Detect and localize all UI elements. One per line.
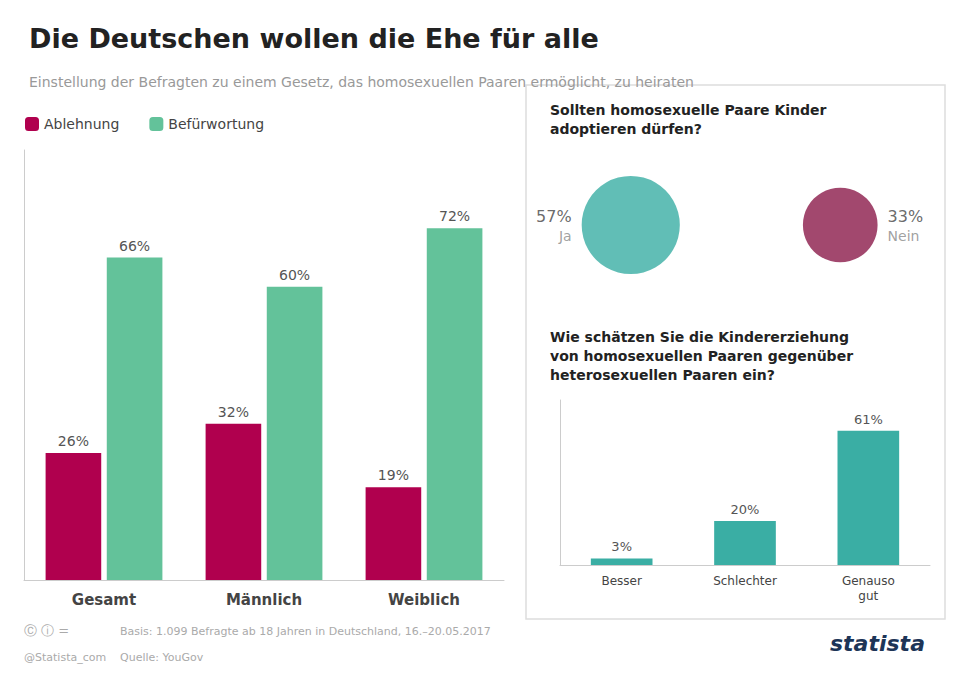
svg-text:72%: 72% [439, 208, 470, 224]
svg-text:61%: 61% [854, 412, 883, 427]
svg-text:66%: 66% [119, 238, 150, 254]
svg-text:Wie schätzen Sie die Kindererz: Wie schätzen Sie die Kindererziehung [550, 329, 849, 345]
svg-text:Weiblich: Weiblich [388, 591, 460, 609]
svg-text:32%: 32% [218, 404, 249, 420]
svg-text:Gesamt: Gesamt [72, 591, 136, 609]
svg-text:Besser: Besser [601, 574, 642, 588]
svg-text:33%: 33% [888, 207, 924, 226]
svg-text:Quelle: YouGov: Quelle: YouGov [120, 651, 204, 664]
svg-text:Befürwortung: Befürwortung [168, 116, 264, 132]
svg-text:19%: 19% [378, 467, 409, 483]
svg-text:Nein: Nein [888, 228, 920, 244]
svg-text:26%: 26% [58, 433, 89, 449]
svg-text:Die Deutschen wollen die Ehe f: Die Deutschen wollen die Ehe für alle [29, 23, 599, 54]
svg-text:statista: statista [830, 631, 925, 656]
svg-text:Basis: 1.099 Befragte ab 18 Ja: Basis: 1.099 Befragte ab 18 Jahren in De… [120, 625, 491, 638]
svg-text:@Statista_com: @Statista_com [24, 651, 106, 664]
svg-text:Sollten homosexuelle Paare Kin: Sollten homosexuelle Paare Kinder [550, 102, 827, 118]
svg-text:heterosexuellen Paaren ein?: heterosexuellen Paaren ein? [550, 367, 775, 383]
svg-text:Ja: Ja [558, 228, 572, 244]
svg-text:20%: 20% [731, 502, 760, 517]
svg-text:57%: 57% [536, 207, 572, 226]
svg-text:gut: gut [858, 589, 878, 603]
svg-text:Einstellung der Befragten zu e: Einstellung der Befragten zu einem Geset… [29, 74, 694, 90]
svg-text:Ablehnung: Ablehnung [44, 116, 119, 132]
svg-text:Genauso: Genauso [842, 574, 895, 588]
svg-text:3%: 3% [611, 539, 632, 554]
svg-text:Ⓒ ⓘ =: Ⓒ ⓘ = [24, 623, 69, 638]
svg-text:60%: 60% [279, 267, 310, 283]
svg-text:adoptieren dürfen?: adoptieren dürfen? [550, 121, 702, 137]
svg-text:von homosexuellen Paaren gegen: von homosexuellen Paaren gegenüber [550, 348, 853, 364]
svg-text:Männlich: Männlich [226, 591, 302, 609]
svg-text:Schlechter: Schlechter [713, 574, 777, 588]
